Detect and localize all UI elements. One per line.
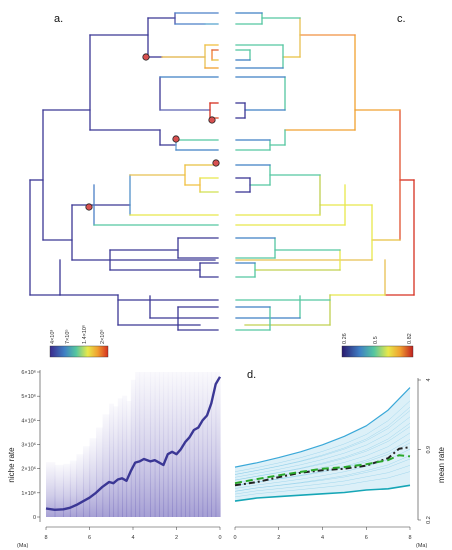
cloud-band-b-18 bbox=[150, 372, 155, 517]
panel-d-y-label: mean rate bbox=[437, 446, 446, 483]
legend-a-tick-2: 7×10⁵ bbox=[64, 329, 71, 344]
cloud-band-b-21 bbox=[163, 372, 168, 517]
cloud-band-b-4 bbox=[76, 454, 83, 517]
shift-marker-1 bbox=[209, 117, 215, 123]
legend-a-tick-4: 2×10⁶ bbox=[99, 329, 106, 344]
cloud-band-b-22 bbox=[168, 372, 173, 517]
shift-marker-3 bbox=[213, 160, 219, 166]
legend-a: 4×10³ 7×10⁵ 1.4×10⁶ 2×10⁶ bbox=[50, 325, 108, 357]
b-xtick-label-2: 4 bbox=[131, 535, 134, 541]
b-ytick-label-2: 2×10⁶ bbox=[21, 466, 36, 473]
d-xtick-label-4: 8 bbox=[408, 535, 411, 541]
cloud-band-b-9 bbox=[109, 404, 114, 517]
d-ytick-label-2: 4 bbox=[426, 378, 432, 381]
shift-marker-4 bbox=[86, 204, 92, 210]
legend-c-tick-1: 0.26 bbox=[342, 333, 348, 344]
cloud-band-b-7 bbox=[96, 428, 103, 517]
shift-marker-0 bbox=[143, 54, 149, 60]
panel-label-c: c. bbox=[397, 13, 406, 25]
cloud-band-b-31 bbox=[207, 372, 212, 517]
legend-c-tick-3: 0.82 bbox=[407, 333, 413, 344]
cloud-band-b-13 bbox=[126, 401, 131, 517]
b-ytick-label-1: 1×10⁶ bbox=[21, 490, 36, 497]
cloud-band-b-28 bbox=[194, 372, 199, 517]
d-ytick-label-1: 0.9 bbox=[426, 446, 432, 454]
cloud-band-b-10 bbox=[113, 406, 118, 517]
d-xtick-label-0: 0 bbox=[233, 535, 236, 541]
cloud-band-b-16 bbox=[140, 372, 145, 517]
legend-a-tick-1: 4×10³ bbox=[50, 330, 56, 344]
cloud-band-b-26 bbox=[185, 372, 190, 517]
panel-label-d: d. bbox=[247, 369, 256, 381]
legend-a-colorbar bbox=[50, 346, 108, 357]
panel-b-plot: 0 1×10⁶ 2×10⁶ 3×10⁶ 4×10⁶ 5×10⁶ 6×10⁶ 8 6 4 2 0 (M… bbox=[7, 369, 222, 549]
panel-d-x-unit: (Ma) bbox=[416, 543, 427, 549]
cloud-band-b-20 bbox=[159, 372, 164, 517]
cloud-band-b-29 bbox=[198, 372, 203, 517]
cloud-band-b-6 bbox=[90, 438, 97, 517]
cloud-band-b-11 bbox=[118, 398, 123, 517]
b-xtick-label-3: 2 bbox=[175, 535, 178, 541]
b-ytick-label-6: 6×10⁶ bbox=[21, 369, 36, 376]
cloud-band-b-27 bbox=[190, 372, 195, 517]
b-xtick-label-0: 8 bbox=[44, 535, 47, 541]
shift-marker-2 bbox=[173, 136, 179, 142]
b-ytick-label-3: 3×10⁶ bbox=[21, 442, 36, 449]
cloud-band-b-5 bbox=[83, 446, 90, 517]
d-xtick-label-3: 6 bbox=[365, 535, 368, 541]
cloud-band-b-8 bbox=[103, 414, 110, 517]
b-xtick-label-4: 0 bbox=[218, 535, 221, 541]
d-ytick-label-0: 0.2 bbox=[426, 516, 432, 524]
cloud-band-b-30 bbox=[203, 372, 208, 517]
panel-b-y-label: niche rate bbox=[7, 447, 16, 483]
legend-a-tick-3: 1.4×10⁶ bbox=[81, 325, 88, 344]
legend-c-tick-2: 0.5 bbox=[373, 336, 379, 344]
phylogeny-tree-a bbox=[30, 13, 219, 330]
panel-d-plot: 0.2 0.9 4 0 2 4 6 8 (Ma) mean rate bbox=[233, 378, 446, 549]
cloud-band-b-19 bbox=[155, 372, 160, 517]
b-ytick-label-5: 5×10⁶ bbox=[21, 393, 36, 400]
cloud-band-b-12 bbox=[122, 396, 127, 517]
cloud-band-b-23 bbox=[172, 372, 177, 517]
panel-b-x-unit: (Ma) bbox=[17, 543, 28, 549]
d-xtick-label-1: 2 bbox=[277, 535, 280, 541]
cloud-band-b-15 bbox=[135, 372, 140, 517]
cloud-band-b-17 bbox=[144, 372, 151, 517]
legend-c: 0.26 0.5 0.82 bbox=[342, 333, 413, 357]
cloud-band-b-24 bbox=[177, 372, 182, 517]
d-xtick-label-2: 4 bbox=[321, 535, 324, 541]
phylogeny-tree-c bbox=[236, 13, 414, 330]
cloud-band-b-14 bbox=[131, 380, 136, 517]
legend-c-colorbar bbox=[342, 346, 413, 357]
panel-label-a: a. bbox=[54, 13, 63, 25]
b-ytick-label-4: 4×10⁶ bbox=[21, 417, 36, 424]
b-xtick-label-1: 6 bbox=[88, 535, 91, 541]
b-ytick-label-0: 0 bbox=[33, 515, 36, 521]
cloud-band-b-33 bbox=[216, 372, 221, 517]
